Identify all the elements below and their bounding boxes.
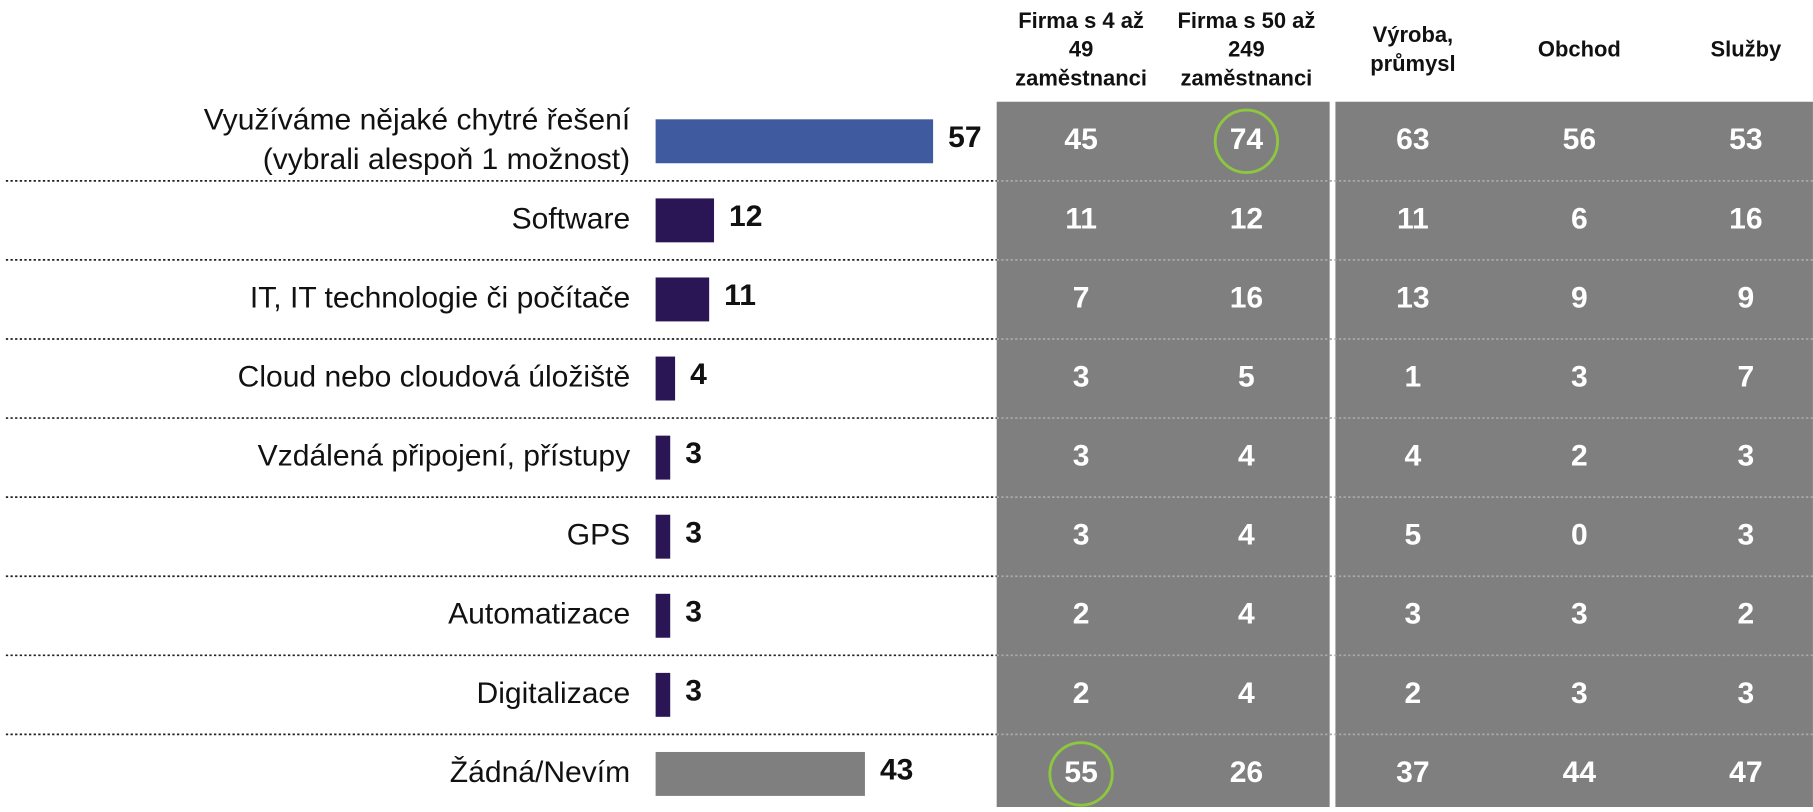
bar [655, 198, 715, 243]
table-cell: 3 [1405, 598, 1422, 631]
table-background [996, 101, 1330, 812]
column-header: Výroba, [1373, 22, 1454, 47]
table-cell: 2 [1073, 598, 1090, 631]
table-cell: 53 [1729, 123, 1762, 156]
table-cell: 4 [1238, 677, 1255, 710]
table-cell: 44 [1563, 756, 1597, 789]
table-cell: 26 [1230, 756, 1263, 789]
category-label: Využíváme nějaké chytré řešení [204, 104, 631, 137]
table-cell: 11 [1397, 202, 1429, 235]
table-cell: 2 [1571, 440, 1588, 473]
category-label: Žádná/Nevím [450, 756, 630, 789]
table-cell: 4 [1405, 440, 1422, 473]
category-label: Automatizace [448, 598, 630, 631]
column-header: 49 [1069, 37, 1093, 62]
table-cell: 2 [1405, 677, 1422, 710]
table-cell: 7 [1073, 281, 1090, 314]
category-label: Vzdálená připojení, přístupy [258, 440, 630, 473]
category-label: GPS [567, 519, 630, 552]
table-cell: 4 [1238, 519, 1255, 552]
table-cell: 16 [1729, 202, 1762, 235]
value-label: 3 [685, 516, 702, 549]
bar [655, 514, 671, 559]
value-label: 3 [685, 674, 702, 707]
table-cell: 55 [1064, 756, 1097, 789]
table-cell: 74 [1230, 123, 1264, 156]
column-header: Firma s 50 až [1177, 8, 1315, 33]
table-cell: 9 [1571, 281, 1588, 314]
value-label: 4 [690, 358, 707, 391]
table-cell: 3 [1073, 440, 1090, 473]
value-label: 43 [880, 754, 913, 787]
table-cell: 13 [1396, 281, 1429, 314]
category-label: Cloud nebo cloudová úložiště [238, 360, 631, 393]
table-cell: 11 [1065, 202, 1097, 235]
table-cell: 56 [1563, 123, 1596, 156]
table-cell: 47 [1729, 756, 1762, 789]
table-cell: 63 [1396, 123, 1429, 156]
table-cell: 3 [1073, 519, 1090, 552]
column-header: Obchod [1538, 37, 1621, 62]
category-label: Digitalizace [477, 677, 631, 710]
table-cell: 2 [1738, 598, 1755, 631]
table-cell: 3 [1738, 440, 1755, 473]
bar [655, 356, 676, 401]
highlight-circle [1048, 741, 1114, 807]
bar [655, 119, 934, 164]
table-cell: 4 [1238, 440, 1255, 473]
bar [655, 593, 671, 638]
column-header: Firma s 4 až [1018, 8, 1144, 33]
bar [655, 751, 865, 796]
column-header: zaměstnanci [1015, 66, 1147, 91]
table-cell: 45 [1064, 123, 1097, 156]
column-header: 249 [1228, 37, 1265, 62]
table-cell: 7 [1738, 360, 1755, 393]
value-label: 12 [729, 200, 762, 233]
table-cell: 3 [1738, 677, 1755, 710]
table-cell: 5 [1405, 519, 1422, 552]
column-header: zaměstnanci [1181, 66, 1313, 91]
table-cell: 3 [1571, 677, 1588, 710]
table-cell: 16 [1230, 281, 1263, 314]
table-cell: 37 [1396, 756, 1429, 789]
table-cell: 2 [1073, 677, 1090, 710]
bar [655, 435, 671, 480]
value-label: 3 [685, 437, 702, 470]
value-label: 11 [724, 279, 756, 312]
bar [655, 277, 710, 322]
table-cell: 3 [1073, 360, 1090, 393]
highlight-circle [1213, 108, 1280, 174]
table-cell: 9 [1738, 281, 1755, 314]
column-header: průmysl [1370, 51, 1455, 76]
value-label: 57 [948, 121, 981, 154]
table-cell: 3 [1571, 360, 1588, 393]
category-label: IT, IT technologie či počítače [250, 281, 630, 314]
table-background [1335, 101, 1813, 812]
table-cell: 3 [1738, 519, 1755, 552]
table-cell: 12 [1230, 202, 1263, 235]
bar [655, 672, 671, 717]
table-cell: 5 [1238, 360, 1255, 393]
table-cell: 0 [1571, 519, 1588, 552]
value-label: 3 [685, 595, 702, 628]
table-cell: 3 [1571, 598, 1588, 631]
table-cell: 6 [1571, 202, 1588, 235]
column-header: Služby [1710, 37, 1782, 62]
category-label: (vybrali alespoň 1 možnost) [263, 143, 630, 176]
category-label: Software [512, 202, 631, 235]
table-cell: 4 [1238, 598, 1255, 631]
table-cell: 1 [1405, 360, 1422, 393]
